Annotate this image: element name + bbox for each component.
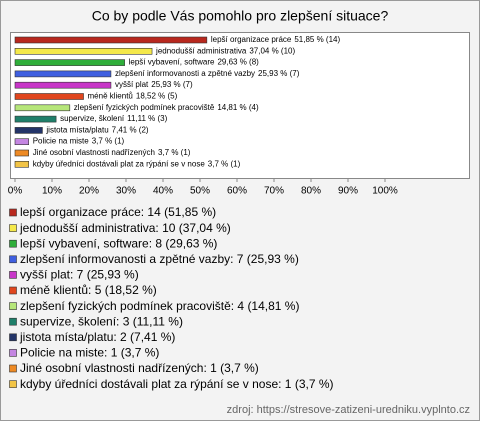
legend-label: Jiné osobní vlastnosti nadřízených: 1 (3…	[20, 361, 259, 375]
legend-swatch	[9, 271, 17, 279]
bar-value-label: 7,41 % (2)	[112, 126, 149, 135]
bar-category: kdyby úředníci dostávali plat za rýpání …	[33, 159, 206, 168]
x-tick-label: 90%	[338, 186, 358, 197]
bar-label: kdyby úředníci dostávali plat za rýpání …	[33, 159, 241, 168]
x-tick-label: 50%	[190, 186, 210, 197]
legend-swatch	[9, 239, 17, 248]
legend-label: lepší organizace práce: 14 (51,85 %)	[20, 205, 216, 219]
legend-label: kdyby úředníci dostávali plat za rýpání …	[20, 377, 334, 391]
source: zdroj: https://stresove-zatizeni-urednik…	[227, 404, 470, 416]
legend-label: lepší vybavení, software: 8 (29,63 %)	[20, 236, 217, 250]
bar	[14, 81, 112, 89]
bar-category: lepší vybavení, software	[129, 58, 215, 67]
x-tick-label: 20%	[79, 186, 99, 197]
bar-value-label: 51,85 % (14)	[294, 35, 340, 44]
legend-swatch	[9, 349, 17, 357]
legend-swatch	[9, 286, 17, 295]
bar-label: lepší vybavení, software 29,63 % (8)	[129, 58, 260, 67]
bar-category: lepší organizace práce	[211, 35, 292, 44]
bar	[14, 161, 29, 168]
legend-swatch	[9, 224, 17, 232]
x-tick-label: 70%	[264, 186, 284, 197]
bar	[14, 127, 43, 134]
bar	[14, 115, 57, 123]
bar-category: jistota místa/platu	[45, 126, 108, 135]
legend-swatch	[9, 208, 17, 217]
bar-label: Policie na miste 3,7 % (1)	[33, 137, 125, 146]
legend-swatch	[9, 333, 17, 342]
bar-label: vyšší plat 25,93 % (7)	[115, 80, 193, 89]
bar-value-label: 25,93 % (7)	[151, 80, 193, 89]
legend-swatch	[9, 364, 17, 373]
bar-label: zlepšení fyzických podmínek pracoviště 14…	[74, 103, 259, 112]
bar-category: vyšší plat	[115, 80, 149, 89]
legend-swatch	[9, 302, 17, 310]
bar-value-label: 37,04 % (10)	[249, 46, 295, 55]
bar-category: zlepšení fyzických podmínek pracoviště	[74, 103, 215, 112]
chart-title: Co by podle Vás pomohlo pro zlepšení sit…	[92, 8, 389, 24]
bar-label: jednodušší administrativa 37,04 % (10)	[155, 46, 295, 55]
bar-value-label: 11,11 % (3)	[127, 114, 168, 123]
bar	[14, 93, 84, 100]
bar-value-label: 14,81 % (4)	[217, 103, 259, 112]
bar-label: méně klientů 18,52 % (5)	[88, 92, 178, 101]
legend-label: supervize, školení: 3 (11,11 %)	[20, 314, 183, 328]
bar-category: supervize, školení	[60, 114, 125, 123]
bar	[14, 47, 153, 55]
bar-category: jednodušší administrativa	[155, 46, 247, 55]
bar-label: Jiné osobní vlastnosti nadřízených 3,7 % …	[33, 148, 191, 157]
legend-label: jednodušší administrativa: 10 (37,04 %)	[19, 221, 231, 235]
bar-category: méně klientů	[88, 92, 133, 101]
x-tick-label: 30%	[116, 186, 136, 197]
plot-area	[10, 32, 470, 179]
bar-category: zlepšení informovanosti a zpětné vazby	[115, 69, 255, 78]
bar	[14, 70, 112, 78]
legend-swatch	[9, 380, 17, 388]
bar-label: zlepšení informovanosti a zpětné vazby 25…	[115, 69, 300, 78]
legend-label: vyšší plat: 7 (25,93 %)	[20, 268, 139, 282]
legend-swatch	[9, 317, 17, 326]
x-tick-label: 100%	[372, 186, 398, 197]
x-tick-label: 80%	[301, 186, 321, 197]
legend-label: jistota místa/platu: 2 (7,41 %)	[19, 330, 175, 344]
legend-label: zlepšení fyzických podmínek pracoviště: …	[20, 299, 299, 313]
x-tick-label: 60%	[227, 186, 247, 197]
bar-label: supervize, školení 11,11 % (3)	[60, 114, 168, 123]
legend-label: Policie na miste: 1 (3,7 %)	[20, 346, 159, 360]
bar	[14, 36, 208, 44]
bar-category: Policie na miste	[33, 137, 90, 146]
x-tick-label: 10%	[42, 186, 62, 197]
bar-value-label: 29,63 % (8)	[217, 58, 259, 67]
bar	[14, 149, 29, 157]
bar-value-label: 3,7 % (1)	[92, 137, 125, 146]
bar	[14, 104, 71, 112]
bar-label: jistota místa/platu 7,41 % (2)	[45, 126, 148, 135]
bar-value-label: 3,7 % (1)	[208, 159, 241, 168]
legend-swatch	[9, 255, 17, 264]
legend-label: méně klientů: 5 (18,52 %)	[20, 283, 157, 297]
x-tick-label: 40%	[153, 186, 173, 197]
x-tick-label: 0%	[8, 186, 23, 197]
bar	[14, 59, 125, 66]
bar-value-label: 18,52 % (5)	[136, 92, 178, 101]
bar-category: Jiné osobní vlastnosti nadřízených	[33, 148, 155, 157]
bar-value-label: 3,7 % (1)	[158, 148, 191, 157]
bar	[14, 138, 29, 145]
bar-value-label: 25,93 % (7)	[258, 69, 300, 78]
legend-label: zlepšení informovanosti a zpětné vazby: …	[20, 252, 299, 266]
bar-label: lepší organizace práce 51,85 % (14)	[211, 35, 341, 44]
